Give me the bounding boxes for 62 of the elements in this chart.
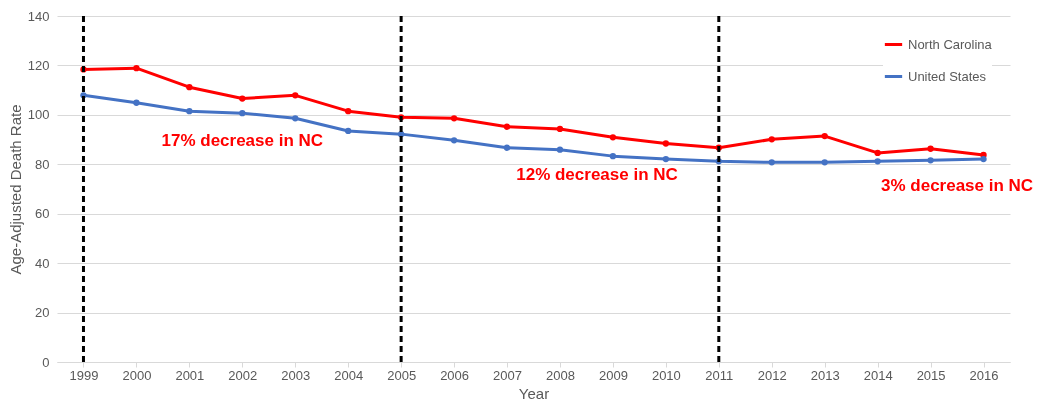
point	[292, 115, 299, 122]
x-tick-label: 2013	[810, 367, 840, 383]
y-axis-title: Age-Adjusted Death Rate	[6, 104, 24, 275]
point	[292, 92, 299, 99]
y-tick-label: 40	[35, 255, 50, 271]
y-tick-label: 60	[35, 206, 50, 222]
x-tick-label: 2000	[122, 367, 152, 383]
annotation: 17% decrease in NC	[161, 130, 324, 150]
point	[239, 95, 246, 102]
point	[133, 64, 140, 72]
x-tick-label: 2002	[228, 367, 258, 383]
x-tick-label: 2014	[863, 367, 893, 383]
x-tick-label: 2016	[969, 367, 999, 383]
point	[821, 159, 828, 166]
x-tick-label: 2015	[916, 367, 946, 383]
point	[556, 125, 564, 133]
x-tick-label: 2012	[757, 367, 787, 383]
x-tick-label: 2003	[281, 367, 311, 383]
point	[450, 137, 458, 144]
point	[239, 109, 246, 117]
point	[503, 123, 511, 130]
point	[503, 144, 511, 151]
point	[821, 132, 828, 140]
point	[609, 152, 617, 160]
x-tick-label: 1999	[69, 367, 99, 383]
y-tick-label: 20	[35, 305, 50, 321]
annotation: 12% decrease in NC	[516, 165, 678, 185]
x-tick-label: 2006	[440, 367, 470, 383]
point	[874, 149, 881, 157]
y-tick-label: 0	[42, 354, 50, 370]
legend-label: North Carolina	[908, 36, 993, 52]
x-axis-title: Year	[518, 384, 550, 402]
point	[186, 84, 193, 91]
point	[556, 146, 564, 153]
x-tick-label: 2009	[598, 367, 628, 383]
point	[768, 136, 775, 143]
point	[927, 145, 934, 152]
x-tick-label: 2001	[175, 367, 205, 383]
point	[662, 140, 670, 147]
point	[662, 155, 670, 163]
y-tick-label: 100	[27, 107, 50, 123]
y-tick-label: 140	[27, 8, 50, 24]
point	[927, 157, 934, 164]
y-tick-label: 120	[27, 57, 50, 73]
x-tick-label: 2010	[651, 367, 681, 383]
point	[874, 158, 881, 165]
point	[609, 134, 617, 141]
x-tick-label: 2007	[493, 367, 522, 383]
annotation: 3% decrease in NC	[880, 175, 1034, 195]
point	[133, 99, 140, 106]
x-tick-label: 2008	[546, 367, 575, 383]
point	[980, 155, 987, 163]
x-tick-label: 2004	[334, 367, 364, 383]
point	[345, 127, 352, 135]
x-tick-label: 2011	[705, 367, 734, 383]
x-tick-label: 2005	[387, 367, 417, 383]
point	[450, 115, 458, 122]
point	[345, 107, 352, 115]
y-tick-label: 80	[35, 156, 50, 172]
point	[186, 107, 193, 115]
legend-label: United States	[908, 68, 987, 84]
point	[768, 159, 775, 166]
